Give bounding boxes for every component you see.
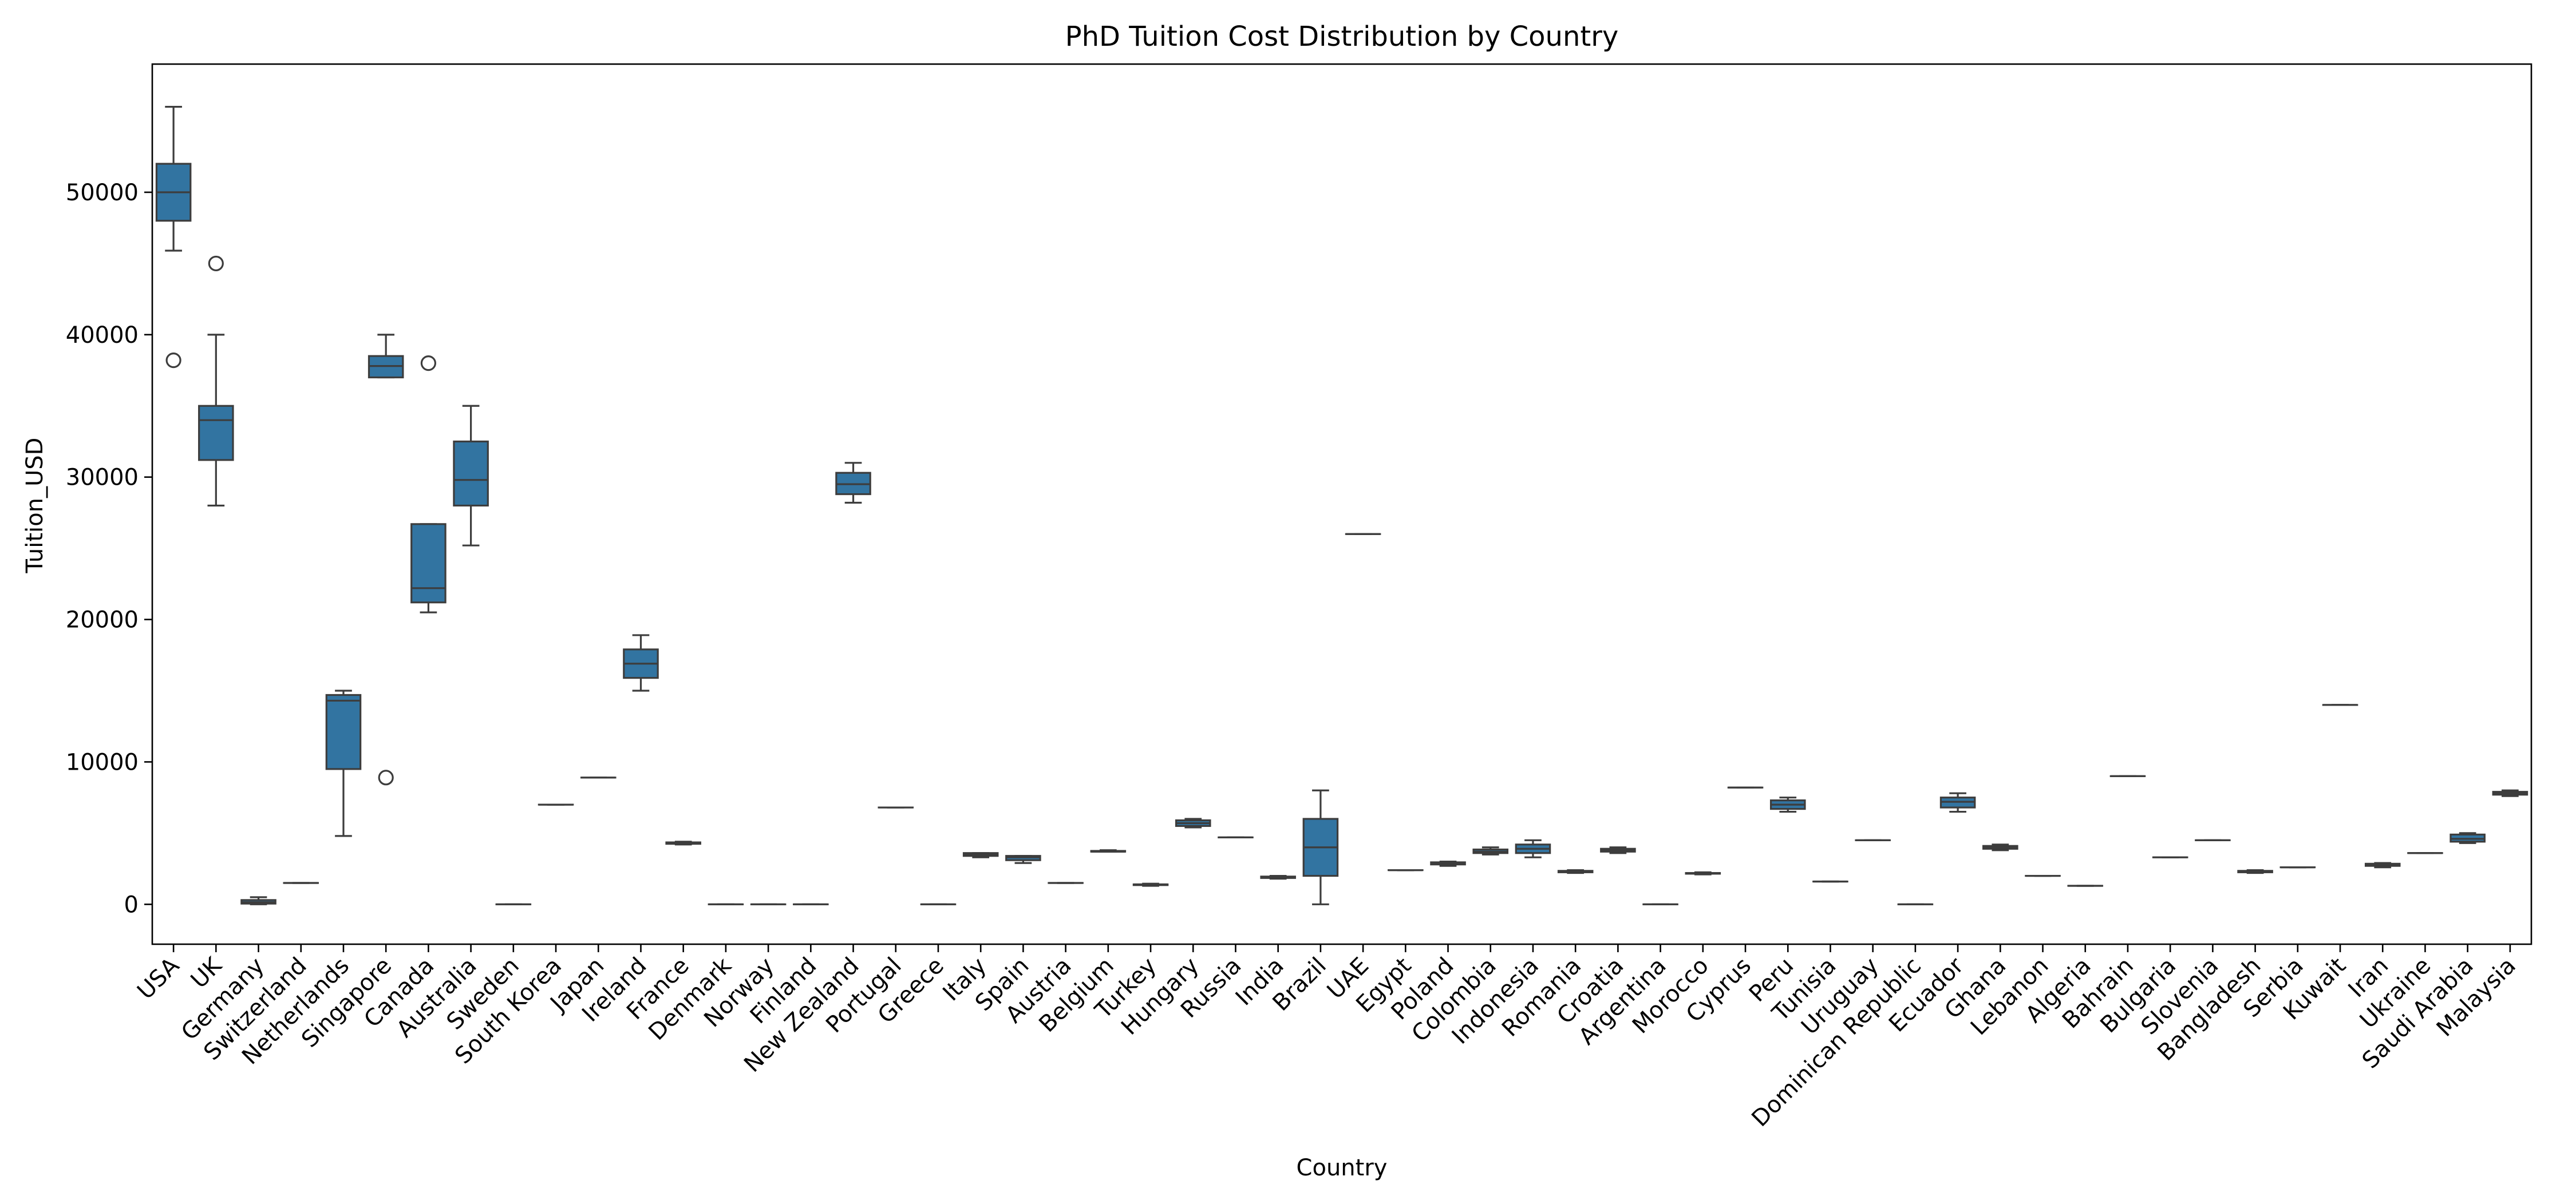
box-india — [1261, 876, 1295, 879]
chart-title: PhD Tuition Cost Distribution by Country — [1065, 21, 1619, 53]
outlier-point — [379, 771, 393, 785]
outlier-point — [167, 354, 180, 367]
box-australia — [454, 406, 488, 545]
y-tick-label: 50000 — [66, 180, 139, 206]
box-belgium — [1091, 850, 1125, 851]
iqr-box — [412, 524, 445, 603]
iqr-box — [454, 441, 488, 505]
y-tick-label: 30000 — [66, 465, 139, 491]
box-germany — [242, 897, 275, 904]
box-brazil — [1303, 790, 1337, 904]
box-indonesia — [1516, 840, 1550, 857]
box-turkey — [1133, 884, 1167, 886]
boxes-layer — [156, 107, 2527, 905]
box-bangladesh — [2238, 870, 2272, 873]
y-axis-label: Tuition_USD — [22, 438, 48, 574]
y-tick-label: 20000 — [66, 607, 139, 633]
box-spain — [1006, 856, 1040, 863]
y-tick-label: 10000 — [66, 749, 139, 775]
y-tick-label: 0 — [124, 892, 139, 918]
y-tick-label: 40000 — [66, 322, 139, 348]
box-ireland — [624, 635, 658, 691]
box-colombia — [1473, 847, 1507, 854]
box-iran — [2366, 863, 2400, 867]
box-uk — [199, 256, 233, 505]
box-croatia — [1601, 847, 1635, 853]
axes-frame — [152, 64, 2531, 944]
box-usa — [156, 107, 190, 367]
box-saudi-arabia — [2451, 833, 2484, 843]
iqr-box — [326, 695, 360, 769]
box-malaysia — [2493, 790, 2527, 796]
box-italy — [963, 853, 997, 857]
outlier-point — [209, 256, 223, 270]
box-peru — [1771, 798, 1805, 812]
box-singapore — [369, 335, 402, 785]
box-new-zealand — [836, 463, 870, 503]
x-tick-label: USA — [132, 952, 185, 1005]
box-ecuador — [1941, 793, 1974, 811]
box-morocco — [1686, 872, 1720, 874]
box-hungary — [1176, 819, 1210, 827]
iqr-box — [199, 406, 233, 460]
box-canada — [412, 357, 445, 613]
x-axis-label: Country — [1297, 1155, 1388, 1181]
box-poland — [1431, 862, 1465, 866]
box-ghana — [1984, 845, 2017, 850]
y-axis-ticks: 0 10000 20000 30000 40000 50000 — [66, 180, 152, 918]
box-france — [666, 842, 700, 845]
box-romania — [1558, 870, 1592, 873]
box-netherlands — [326, 691, 360, 836]
outlier-point — [421, 357, 435, 370]
